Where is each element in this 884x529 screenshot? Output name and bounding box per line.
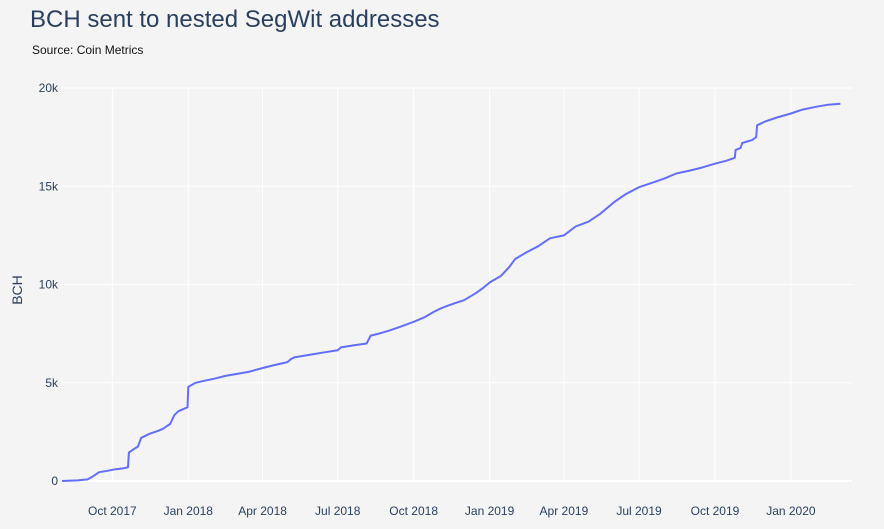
series-line <box>61 102 841 482</box>
series-layer <box>61 102 841 482</box>
chart-subtitle: Source: Coin Metrics <box>32 43 144 57</box>
x-tick-label: Jul 2018 <box>315 504 361 518</box>
x-tick-label: Apr 2019 <box>540 504 589 518</box>
y-tick-label: 15k <box>39 179 59 193</box>
x-tick-label: Oct 2018 <box>389 504 438 518</box>
grid-layer <box>62 87 852 482</box>
y-axis-label: BCH <box>9 275 25 305</box>
x-tick-label: Jan 2018 <box>164 504 214 518</box>
x-tick-label: Oct 2017 <box>88 504 137 518</box>
x-tick-label: Oct 2019 <box>691 504 740 518</box>
x-tick-label: Jan 2020 <box>766 504 816 518</box>
y-tick-label: 0 <box>51 474 58 488</box>
y-tick-label: 5k <box>45 376 59 390</box>
x-tick-label: Apr 2018 <box>238 504 287 518</box>
x-tick-label: Jan 2019 <box>465 504 515 518</box>
y-axis-ticks: 0 5k 10k 15k 20k <box>39 81 59 488</box>
chart-title: BCH sent to nested SegWit addresses <box>30 6 440 33</box>
y-tick-label: 20k <box>39 81 59 95</box>
y-tick-label: 10k <box>39 278 59 292</box>
x-axis-ticks: Oct 2017 Jan 2018 Apr 2018 Jul 2018 Oct 2018… <box>88 504 816 518</box>
x-tick-label: Jul 2019 <box>616 504 662 518</box>
